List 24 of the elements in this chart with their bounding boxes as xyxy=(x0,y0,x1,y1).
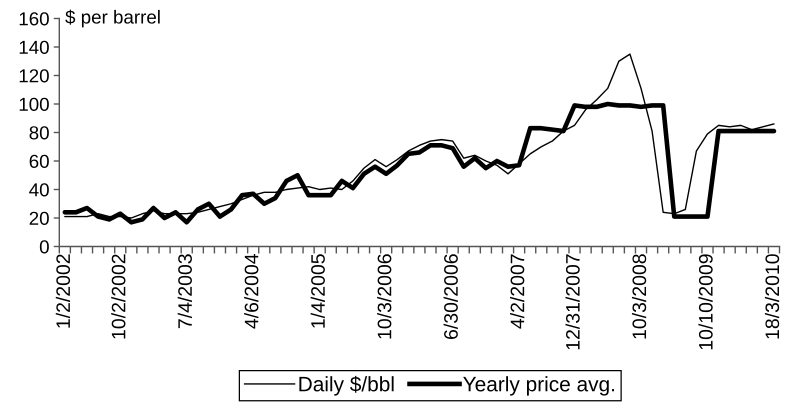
x-tick-label: 1/2/2002 xyxy=(56,254,70,328)
x-tick-label: 10/2/2002 xyxy=(111,254,126,338)
x-tick-label: 4/2/2007 xyxy=(510,254,524,329)
x-tick-label: 1/4/2005 xyxy=(310,254,325,328)
x-tick-label: 4/6/2004 xyxy=(244,254,258,329)
y-tick-label: 20 xyxy=(30,212,49,225)
y-tick-label: 160 xyxy=(20,12,49,26)
x-tick-label: 10/10/2009 xyxy=(698,254,713,350)
x-tick-label: 12/31/2007 xyxy=(565,254,580,350)
x-tick-label: 10/3/2006 xyxy=(377,254,392,338)
x-tick-label: 6/30/2006 xyxy=(444,254,458,339)
y-axis-title: $ per barrel xyxy=(65,10,160,28)
x-tick-label: 7/4/2003 xyxy=(178,254,192,328)
x-tick-label: 18/3/2010 xyxy=(764,254,780,338)
y-tick-label: 40 xyxy=(29,183,49,196)
y-tick-label: 0 xyxy=(40,240,49,254)
y-tick-label: 80 xyxy=(30,126,49,140)
y-tick-label: 100 xyxy=(20,98,49,111)
x-tick-label: 10/3/2008 xyxy=(632,254,646,338)
y-tick-label: 120 xyxy=(20,69,49,82)
legend-label: Daily $/bbl xyxy=(299,376,394,396)
y-tick-label: 60 xyxy=(30,154,49,168)
legend-label: Yearly price avg. xyxy=(463,376,614,396)
y-tick-label: 140 xyxy=(20,40,49,54)
